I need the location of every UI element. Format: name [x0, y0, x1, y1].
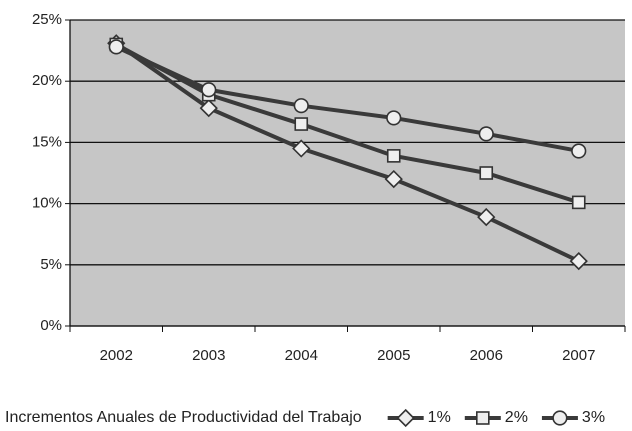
y-tick-label: 20%	[32, 72, 62, 89]
x-tick-label: 2003	[192, 347, 225, 364]
y-tick-label: 25%	[32, 11, 62, 28]
y-tick-label: 15%	[32, 133, 62, 150]
series-line	[115, 45, 580, 153]
legend-marker	[396, 408, 415, 428]
point-marker	[477, 207, 496, 227]
legend-label: 3%	[582, 409, 605, 426]
point-marker	[478, 126, 494, 142]
point-marker	[569, 251, 588, 271]
y-tick-label: 5%	[40, 256, 62, 273]
legend-label: 1%	[428, 409, 451, 426]
point-marker	[384, 169, 403, 189]
point-marker	[201, 82, 217, 98]
x-tick-label: 2006	[470, 347, 503, 364]
point-marker	[199, 98, 218, 118]
point-marker	[571, 195, 586, 210]
point-marker	[571, 143, 587, 159]
x-tick-label: 2005	[377, 347, 410, 364]
legend-title: Incrementos Anuales de Productividad del…	[5, 409, 362, 426]
x-tick-label: 2002	[100, 347, 133, 364]
legend-marker	[475, 411, 490, 425]
point-marker	[386, 149, 401, 163]
point-marker	[386, 110, 402, 126]
point-marker	[294, 117, 309, 131]
point-marker	[292, 139, 311, 158]
legend-label: 2%	[505, 409, 528, 426]
y-tick-label: 10%	[32, 195, 62, 212]
x-tick-label: 2007	[562, 347, 595, 364]
series-line	[115, 41, 580, 263]
x-tick-label: 2004	[285, 347, 318, 364]
legend-marker	[552, 410, 568, 426]
point-marker	[108, 39, 124, 55]
y-tick-label: 0%	[40, 317, 62, 334]
point-marker	[293, 98, 309, 114]
series-line	[115, 42, 580, 205]
point-marker	[479, 166, 494, 180]
